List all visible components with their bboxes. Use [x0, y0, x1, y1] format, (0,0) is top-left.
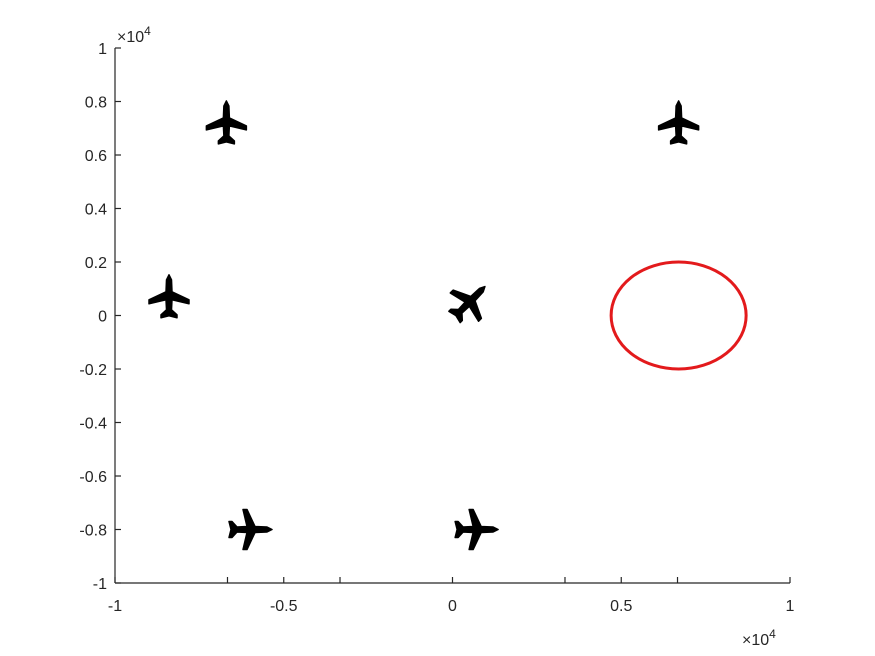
- airplane-icon: [148, 274, 190, 319]
- y-tick-label: -0.6: [79, 469, 107, 486]
- aircraft-marker: [454, 508, 499, 551]
- y-tick-label: 0.6: [85, 148, 107, 165]
- aircraft-marker: [228, 508, 273, 551]
- aircraft-marker: [205, 100, 248, 145]
- x-tick-label: 0.5: [610, 598, 632, 615]
- aircraft-marker: [657, 100, 700, 145]
- y-tick-label: 0.2: [85, 255, 107, 272]
- axes: -1 -0.8 -0.6 -0.4 -0.2 0 0.2 0.4 0.6 0.8 1 -1 -0.5 0 0…: [79, 24, 794, 649]
- y-tick-label: -1: [93, 576, 107, 593]
- airplane-icon: [657, 100, 700, 145]
- x-tick-label: -0.5: [270, 598, 298, 615]
- y-tick-label: 0.4: [85, 202, 107, 219]
- target-circle: [609, 260, 748, 371]
- x-exponent-label: ×104: [742, 627, 776, 649]
- airplane-icon: [205, 100, 248, 145]
- plot-area: [148, 100, 748, 551]
- airplane-icon: [454, 508, 499, 551]
- airplane-icon: [448, 285, 486, 324]
- x-tick-label: 1: [786, 598, 795, 615]
- y-tick-label: 1: [98, 41, 107, 58]
- aircraft-marker: [448, 285, 486, 324]
- x-tick-label: 0: [448, 598, 457, 615]
- y-tick-label: 0.8: [85, 95, 107, 112]
- y-tick-label: -0.4: [79, 416, 107, 433]
- y-exponent-label: ×104: [117, 24, 151, 46]
- aircraft-marker: [148, 274, 190, 319]
- x-tick-label: -1: [108, 598, 122, 615]
- y-tick-label: 0: [98, 309, 107, 326]
- x-exponent-power: 4: [769, 627, 776, 641]
- y-tick-label: -0.2: [79, 362, 107, 379]
- y-exponent-power: 4: [144, 24, 151, 38]
- y-tick-label: -0.8: [79, 523, 107, 540]
- airplane-icon: [228, 508, 273, 551]
